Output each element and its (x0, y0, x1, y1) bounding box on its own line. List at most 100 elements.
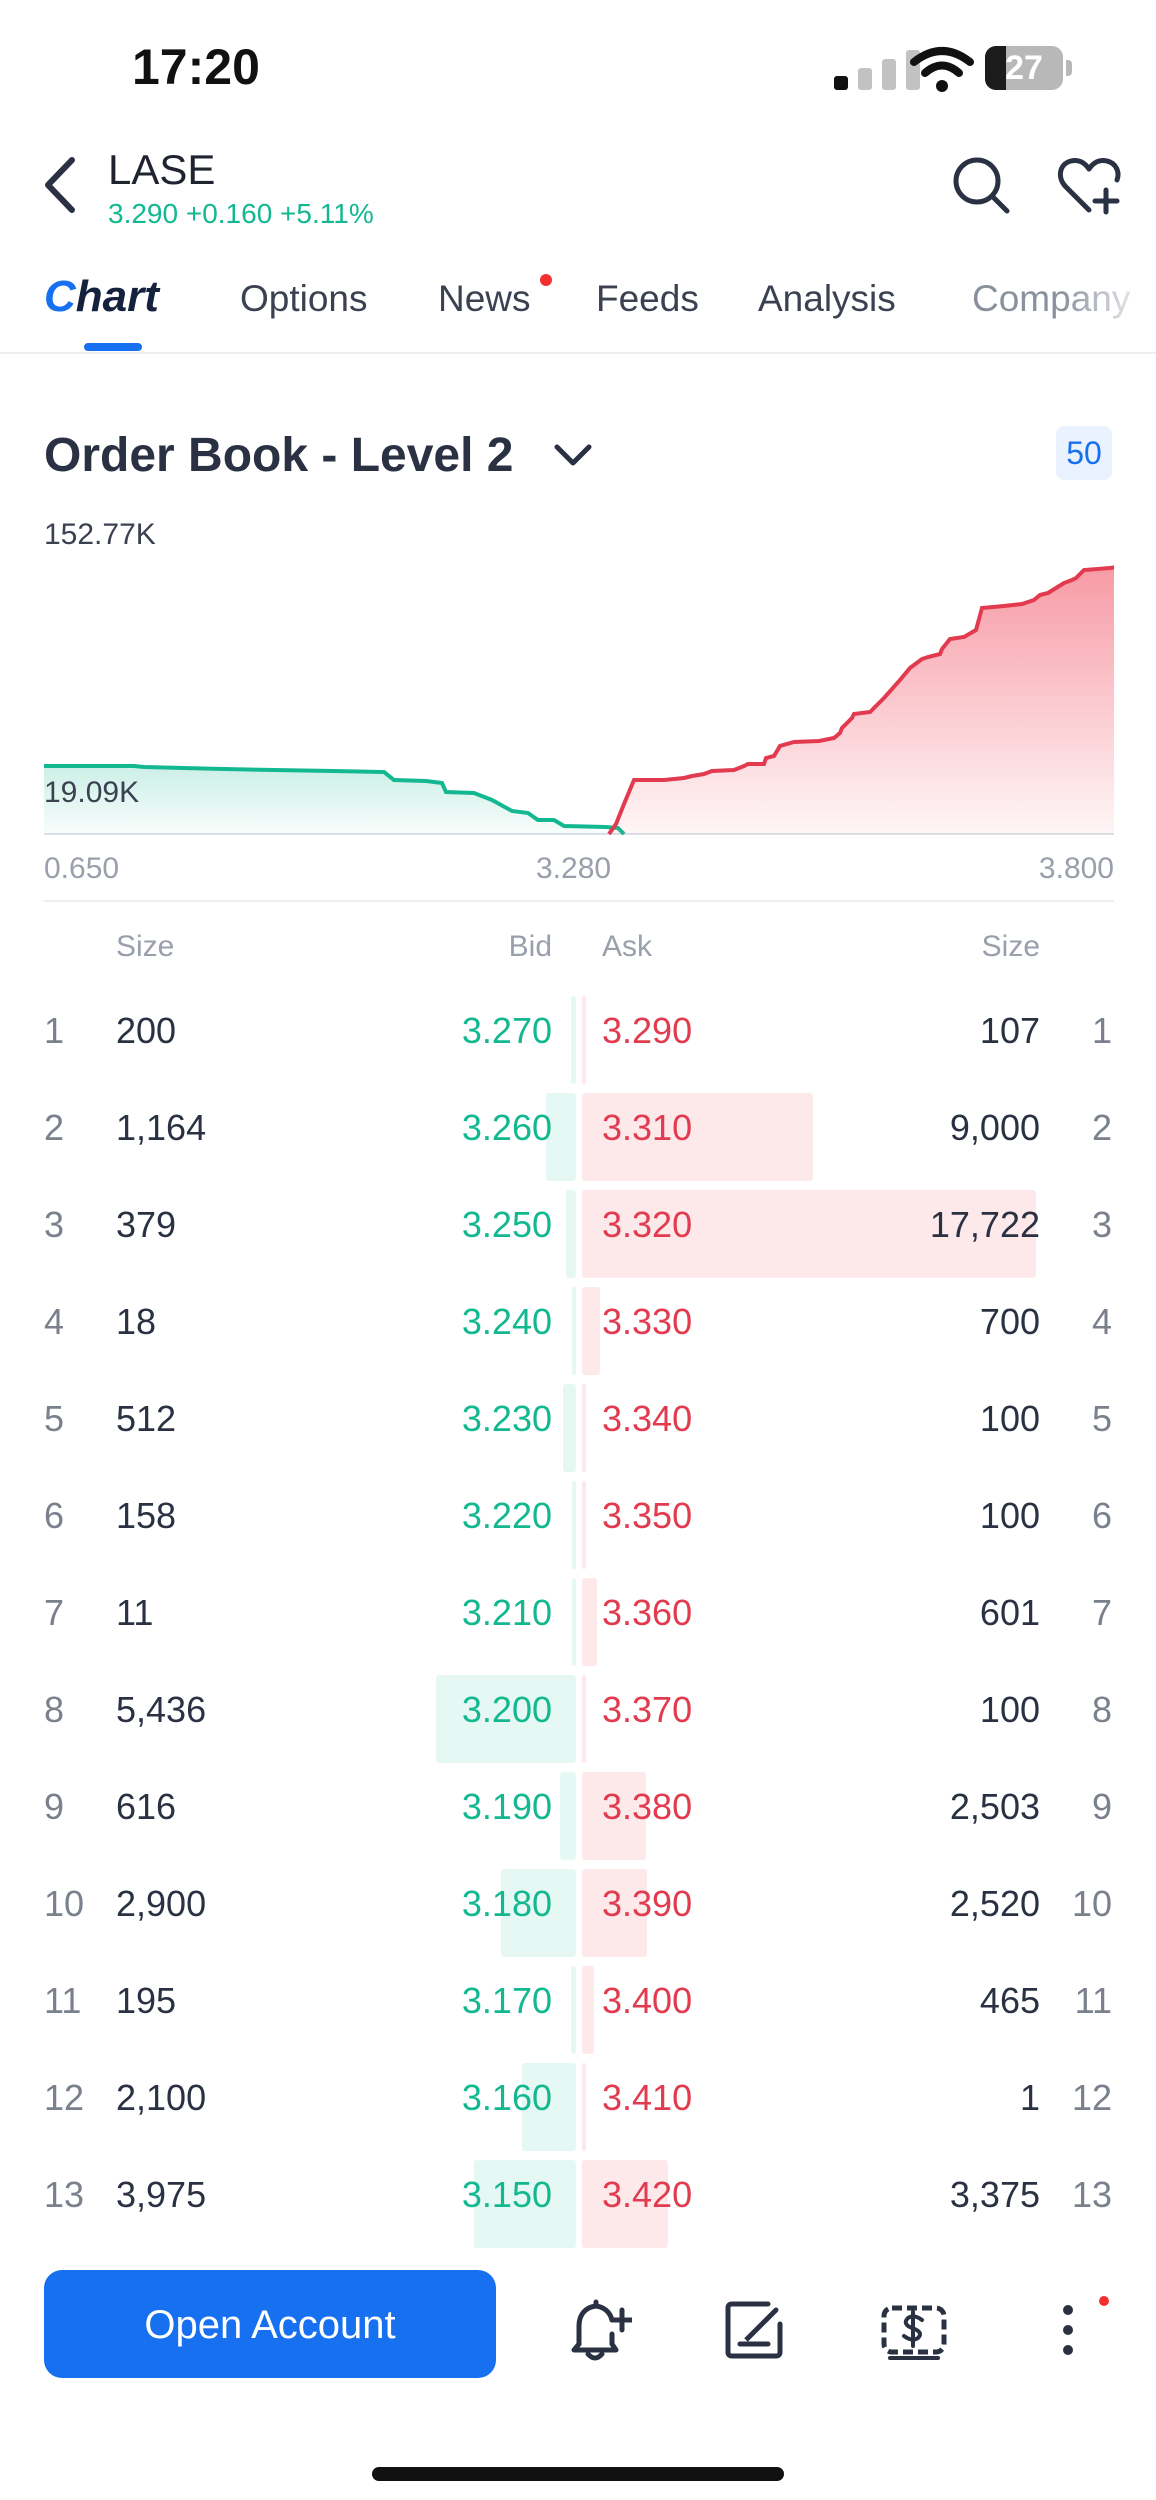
bid-price: 3.220 (461, 1495, 552, 1536)
bid-volume-bar (546, 1093, 576, 1181)
more-icon[interactable] (1036, 2296, 1100, 2362)
ask-level: 4 (1091, 1301, 1112, 1342)
bid-volume-bar (563, 1384, 576, 1472)
edit-note-icon[interactable] (722, 2296, 788, 2362)
order-book-row[interactable]: 8 5,436 3.200 3.370 100 8 (0, 1666, 1156, 1763)
ask-volume-bar (582, 1578, 597, 1666)
bid-price: 3.160 (461, 2077, 552, 2118)
bid-size: 11 (116, 1592, 154, 1633)
bid-level: 11 (44, 1980, 82, 2021)
bid-level: 9 (44, 1786, 65, 1827)
back-arrow-icon[interactable] (36, 150, 86, 220)
tab-feeds[interactable]: Feeds (596, 278, 699, 319)
ask-price: 3.420 (602, 2174, 693, 2215)
tab-chart[interactable]: Chart (44, 272, 159, 321)
ask-depth-area (589, 538, 1114, 834)
ask-price: 3.310 (602, 1107, 693, 1148)
ask-size: 1 (1019, 2077, 1040, 2118)
order-book-row[interactable]: 7 11 3.210 3.360 601 7 (0, 1569, 1156, 1666)
bid-volume-bar (571, 996, 576, 1084)
order-book-row[interactable]: 13 3,975 3.150 3.420 3,375 13 (0, 2151, 1156, 2248)
bid-volume-bar (566, 1190, 576, 1278)
open-account-button[interactable]: Open Account (44, 2270, 496, 2378)
order-book-row[interactable]: 10 2,900 3.180 3.390 2,520 10 (0, 1860, 1156, 1957)
add-to-watchlist-icon[interactable] (1056, 154, 1122, 216)
bid-level: 13 (44, 2174, 85, 2215)
bid-volume-bar (571, 1966, 576, 2054)
bid-depth-area (44, 766, 624, 834)
tab-news[interactable]: News (438, 278, 531, 319)
bid-price: 3.240 (461, 1301, 552, 1342)
wifi-icon (910, 47, 974, 92)
ask-level: 10 (1071, 1883, 1112, 1924)
bid-price: 3.200 (461, 1689, 552, 1730)
ask-price: 3.330 (602, 1301, 693, 1342)
ask-level: 3 (1091, 1204, 1112, 1245)
bid-level: 10 (44, 1883, 85, 1924)
bid-volume-bar (572, 1578, 576, 1666)
bid-level: 2 (44, 1107, 65, 1148)
order-book-row[interactable]: 3 379 3.250 3.320 17,722 3 (0, 1181, 1156, 1278)
order-book-row[interactable]: 12 2,100 3.160 3.410 1 12 (0, 2054, 1156, 2151)
bid-size: 616 (116, 1786, 177, 1827)
bid-size: 195 (116, 1980, 177, 2021)
bid-size: 2,900 (116, 1883, 207, 1924)
ask-price: 3.410 (602, 2077, 693, 2118)
bid-size: 379 (116, 1204, 177, 1245)
order-book-row[interactable]: 11 195 3.170 3.400 465 11 (0, 1957, 1156, 2054)
ask-size: 601 (979, 1592, 1040, 1633)
bid-size: 2,100 (116, 2077, 207, 2118)
depth-level-badge[interactable]: 50 (1056, 426, 1112, 480)
bid-level: 5 (44, 1398, 65, 1439)
bid-level: 8 (44, 1689, 65, 1730)
order-book-row[interactable]: 2 1,164 3.260 3.310 9,000 2 (0, 1084, 1156, 1181)
ask-volume-bar (582, 1190, 1036, 1278)
order-book-table: 1 200 3.270 3.290 107 1 2 1,164 3.260 3.310 9,000 2… (0, 987, 1156, 2248)
ask-volume-bar (582, 2063, 586, 2151)
ask-size: 17,722 (929, 1204, 1040, 1245)
tab-options[interactable]: Options (240, 278, 368, 319)
bid-price: 3.250 (461, 1204, 552, 1245)
bid-volume-bar (572, 1287, 576, 1375)
order-book-row[interactable]: 6 158 3.220 3.350 100 6 (0, 1472, 1156, 1569)
ask-level: 2 (1091, 1107, 1112, 1148)
order-book-row[interactable]: 1 200 3.270 3.290 107 1 (0, 987, 1156, 1084)
ask-level: 8 (1091, 1689, 1112, 1730)
news-notification-dot (540, 274, 552, 286)
battery-level: 27 (1005, 49, 1043, 87)
tab-analysis[interactable]: Analysis (758, 278, 896, 319)
bid-price: 3.210 (461, 1592, 552, 1633)
bid-level: 3 (44, 1204, 65, 1245)
depth-x-right-label: 3.800 (1038, 852, 1114, 885)
bid-size: 158 (116, 1495, 177, 1536)
cellular-signal-icon (834, 50, 920, 90)
bid-size: 18 (116, 1301, 157, 1342)
ask-price: 3.290 (602, 1010, 693, 1051)
ask-price: 3.360 (602, 1592, 693, 1633)
order-book-row[interactable]: 9 616 3.190 3.380 2,503 9 (0, 1763, 1156, 1860)
divider (44, 900, 1114, 902)
ask-volume-bar (582, 1287, 600, 1375)
bid-level: 6 (44, 1495, 65, 1536)
search-icon[interactable] (950, 154, 1012, 216)
bid-size: 3,975 (116, 2174, 207, 2215)
ask-volume-bar (582, 1966, 594, 2054)
ask-size: 9,000 (949, 1107, 1040, 1148)
ask-size: 100 (979, 1398, 1040, 1439)
add-alert-icon[interactable] (566, 2296, 632, 2362)
bid-level: 1 (44, 1010, 65, 1051)
ask-size: 465 (979, 1980, 1040, 2021)
ask-volume-bar (582, 1772, 646, 1860)
bid-size-header: Size (116, 930, 175, 963)
bid-volume-bar (522, 2063, 576, 2151)
home-indicator[interactable] (372, 2467, 784, 2481)
chevron-down-icon[interactable] (552, 440, 594, 470)
trade-icon[interactable] (880, 2296, 948, 2362)
bid-size: 1,164 (116, 1107, 207, 1148)
bid-volume-bar (560, 1772, 576, 1860)
order-book-row[interactable]: 5 512 3.230 3.340 100 5 (0, 1375, 1156, 1472)
order-book-row[interactable]: 4 18 3.240 3.330 700 4 (0, 1278, 1156, 1375)
depth-y-min-label: 19.09K (44, 776, 140, 809)
ask-volume-bar (582, 1869, 647, 1957)
order-book-title[interactable]: Order Book - Level 2 (44, 429, 514, 482)
